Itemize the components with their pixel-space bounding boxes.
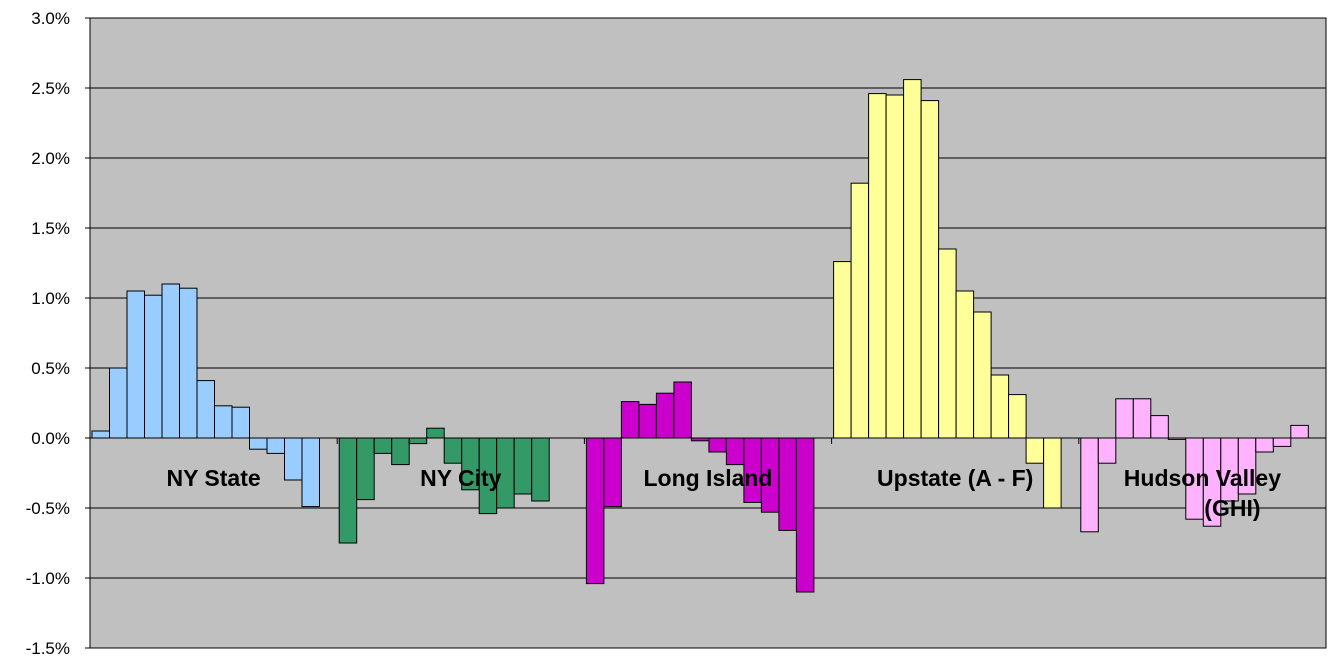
gridlines	[85, 17, 1326, 649]
bar	[1255, 437, 1274, 453]
bar	[920, 100, 940, 439]
y-tick-label: 1.5%	[31, 219, 70, 238]
bar	[249, 437, 268, 450]
bar	[655, 392, 675, 439]
y-tick-label: 0.5%	[31, 359, 70, 378]
plot-area	[89, 17, 1327, 649]
group-label: Hudson Valley	[1124, 465, 1281, 491]
bar	[1132, 398, 1152, 439]
bar	[301, 437, 320, 508]
bar	[1008, 394, 1027, 439]
bar	[338, 437, 358, 544]
bar	[795, 437, 815, 593]
bar	[725, 437, 745, 466]
y-tick-label: -0.5%	[26, 499, 70, 518]
bar	[620, 401, 640, 439]
group-labels: NY State NY City Long Island Upstate (A - F…	[167, 465, 1282, 521]
group-label: Upstate (A - F)	[877, 465, 1033, 491]
bar	[1272, 437, 1292, 447]
bar	[1025, 437, 1045, 464]
y-tick-label: 2.5%	[31, 79, 70, 98]
bar	[356, 437, 375, 501]
y-tick-label: 1.0%	[31, 289, 70, 308]
bar	[126, 290, 145, 439]
bar	[938, 248, 957, 439]
group-label: NY State	[167, 465, 261, 491]
bar	[1115, 398, 1134, 439]
bar	[603, 437, 622, 508]
plot-background	[89, 17, 1327, 649]
bar	[373, 437, 393, 454]
axes	[89, 18, 1327, 648]
bar	[1290, 424, 1309, 439]
y-tick-label: 3.0%	[31, 9, 70, 28]
bar	[833, 261, 852, 439]
y-tick-label: 0.0%	[31, 429, 70, 448]
bar	[179, 287, 198, 439]
bar	[1097, 437, 1117, 464]
bars	[91, 79, 1309, 593]
bar	[673, 381, 692, 439]
y-tick-label: -1.0%	[26, 569, 70, 588]
bar	[638, 403, 657, 439]
bar	[443, 437, 463, 464]
bar	[531, 437, 550, 502]
bar	[868, 93, 887, 439]
bar	[1150, 415, 1169, 439]
bar	[585, 437, 605, 585]
bar	[708, 437, 727, 453]
y-tick-label: -1.5%	[26, 639, 70, 656]
bar	[513, 437, 533, 495]
bar	[214, 405, 233, 439]
bar	[955, 290, 975, 439]
bar	[196, 380, 215, 439]
bar	[885, 94, 905, 439]
bar	[778, 437, 797, 531]
bar	[408, 437, 428, 445]
bar	[91, 430, 110, 439]
bar	[284, 437, 303, 481]
bar	[973, 311, 992, 439]
bar	[161, 283, 180, 439]
bar	[426, 427, 445, 439]
bar	[391, 437, 410, 466]
bar	[1080, 437, 1099, 533]
y-tick-label: 2.0%	[31, 149, 70, 168]
bar	[903, 79, 922, 439]
bar	[144, 294, 163, 439]
group-label: Long Island	[643, 465, 772, 491]
bar	[109, 367, 128, 439]
bar	[266, 437, 285, 454]
bar	[850, 182, 870, 439]
bar	[990, 374, 1010, 439]
group-label: NY City	[420, 465, 502, 491]
bar	[231, 406, 250, 439]
bar	[1043, 437, 1062, 509]
group-label: (GHI)	[1204, 495, 1260, 521]
y-axis-tick-labels: -1.5% -1.0% -0.5% 0.0% 0.5% 1.0% 1.5% 2.0% 2.5% 3…	[26, 9, 70, 656]
